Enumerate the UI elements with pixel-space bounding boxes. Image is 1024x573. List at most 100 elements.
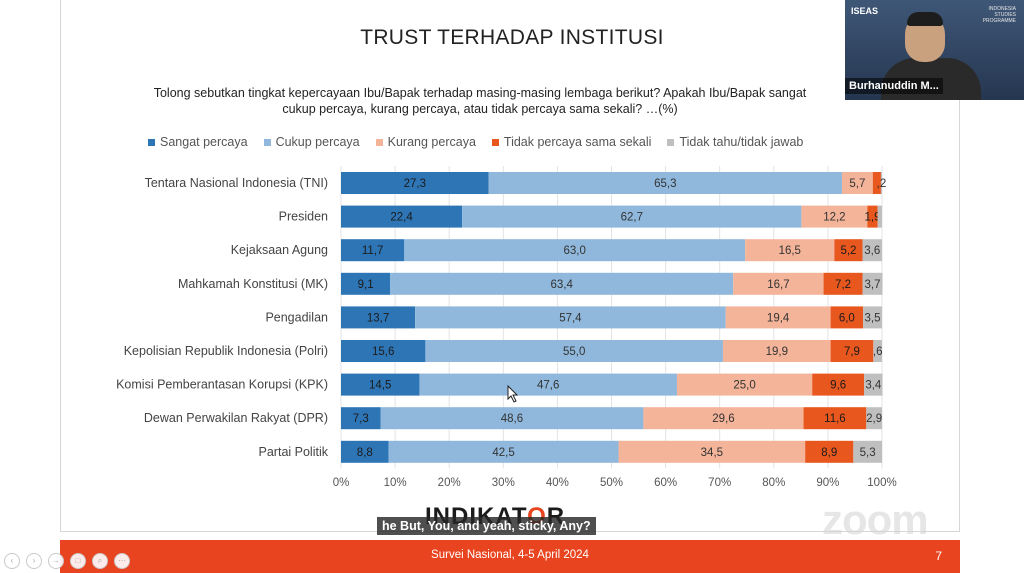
data-label: 57,4	[559, 312, 582, 324]
participant-video-tile[interactable]: ISEAS INDONESIA STUDIES PROGRAMME Burhan…	[845, 0, 1024, 100]
data-label: 5,7	[849, 178, 865, 190]
data-label: 48,6	[501, 413, 523, 425]
bar-segment	[341, 205, 463, 228]
bar-segment	[805, 440, 854, 463]
x-tick-label: 90%	[816, 477, 839, 489]
x-tick-label: 100%	[867, 477, 896, 489]
bar-segment	[488, 172, 842, 194]
bar-segment	[380, 407, 644, 430]
data-label: ,6	[873, 346, 883, 358]
data-label: 42,5	[492, 447, 514, 459]
legend-label: Sangat percaya	[160, 135, 248, 149]
play-icon[interactable]: ›	[26, 553, 42, 569]
bar-segment	[341, 172, 489, 194]
survey-question: Tolong sebutkan tingkat kepercayaan Ibu/…	[100, 85, 860, 117]
legend-label: Tidak percaya sama sekali	[503, 135, 652, 149]
bar-segment	[341, 272, 391, 295]
x-tick-label: 20%	[438, 477, 461, 489]
legend-swatch	[375, 138, 383, 146]
stacked-bar-chart: 0% 10% 20% 30% 40% 50% 60% 70% 80% 90% 100% Tentara…	[116, 166, 897, 489]
data-label: 25,0	[733, 380, 755, 392]
data-label: 9,6	[830, 380, 846, 392]
mouse-cursor-icon	[507, 385, 519, 403]
data-label: 3,4	[865, 380, 882, 392]
legend-swatch	[263, 138, 271, 146]
slides-icon[interactable]: □	[70, 553, 86, 569]
data-label: 27,3	[404, 178, 426, 190]
bar-segment	[425, 340, 723, 362]
bar-segment	[867, 205, 878, 228]
legend-label: Cukup percaya	[275, 135, 360, 149]
chart-legend: Sangat percaya Cukup percaya Kurang percay…	[148, 135, 888, 149]
category-label: Presiden	[279, 210, 328, 224]
data-label: 9,1	[358, 279, 374, 291]
legend-item: Kurang percaya	[375, 135, 476, 149]
x-tick-label: 30%	[492, 477, 515, 489]
data-label: 16,5	[779, 245, 801, 257]
data-label: 62,7	[621, 212, 643, 224]
legend-item: Sangat percaya	[148, 135, 248, 149]
slide-page-number: 7	[935, 549, 942, 563]
data-label: 11,7	[362, 245, 384, 257]
programme-text: INDONESIA STUDIES PROGRAMME	[982, 6, 1016, 24]
category-label: Kejaksaan Agung	[231, 243, 328, 257]
category-label: Kepolisian Republik Indonesia (Polri)	[124, 344, 328, 358]
legend-item: Cukup percaya	[263, 135, 360, 149]
bar-segment	[834, 239, 863, 262]
data-label: 47,6	[537, 380, 559, 392]
bar-segment	[415, 306, 726, 329]
live-caption: he But, You, and yeah, sticky, Any?	[377, 517, 596, 535]
bar-segment	[801, 205, 868, 228]
data-label: 5,3	[860, 447, 876, 459]
bar-segment	[745, 239, 835, 262]
bar-segment	[676, 373, 813, 396]
x-tick-label: 0%	[333, 477, 350, 489]
data-label: 65,3	[654, 178, 676, 190]
bar-segment	[404, 239, 746, 262]
category-label: Tentara Nasional Indonesia (TNI)	[145, 176, 328, 190]
bar-segment	[862, 239, 882, 262]
x-tick-label: 50%	[600, 477, 623, 489]
category-label: Komisi Pemberantasan Korupsi (KPK)	[116, 378, 328, 392]
survey-date-text: Survei Nasional, 4-5 April 2024	[431, 549, 589, 561]
data-label: 63,0	[564, 245, 586, 257]
data-label: 14,5	[369, 380, 391, 392]
bar-segment	[419, 373, 677, 396]
more-icon[interactable]: ⋯	[114, 553, 130, 569]
data-label: 8,9	[821, 447, 837, 459]
bar-segment	[812, 373, 865, 396]
bar-segment	[618, 440, 806, 463]
bar-segment	[853, 440, 882, 463]
participant-hair	[907, 12, 943, 26]
data-label: 34,5	[701, 447, 723, 459]
legend-item: Tidak percaya sama sekali	[491, 135, 652, 149]
bar-segment	[872, 172, 881, 194]
x-tick-label: 10%	[384, 477, 407, 489]
bar-segment	[866, 407, 882, 430]
data-label: 19,4	[767, 312, 790, 324]
bar-segment	[863, 306, 882, 329]
data-label: 8,8	[357, 447, 373, 459]
legend-swatch	[667, 138, 675, 146]
bar-segment	[725, 306, 831, 329]
bar-segment	[880, 172, 882, 194]
bar-segment	[830, 340, 874, 362]
question-line-2: cukup percaya, kurang percaya, atau tida…	[282, 102, 678, 116]
legend-swatch	[148, 138, 155, 146]
data-label: 3,6	[864, 245, 880, 257]
data-label: 6,0	[839, 312, 855, 324]
data-label: 7,9	[844, 346, 860, 358]
zoom-icon[interactable]: ⌕	[92, 553, 108, 569]
next-icon[interactable]: →	[48, 553, 64, 569]
legend-item: Tidak tahu/tidak jawab	[667, 135, 803, 149]
data-label: ,2	[877, 178, 887, 190]
data-label: 3,5	[865, 312, 881, 324]
category-label: Pengadilan	[265, 310, 328, 324]
data-label: 29,6	[712, 413, 734, 425]
bar-segment	[341, 440, 389, 463]
data-label: 22,4	[390, 212, 413, 224]
bar-segment	[341, 340, 426, 362]
legend-swatch	[491, 138, 499, 146]
prev-icon[interactable]: ‹	[4, 553, 20, 569]
